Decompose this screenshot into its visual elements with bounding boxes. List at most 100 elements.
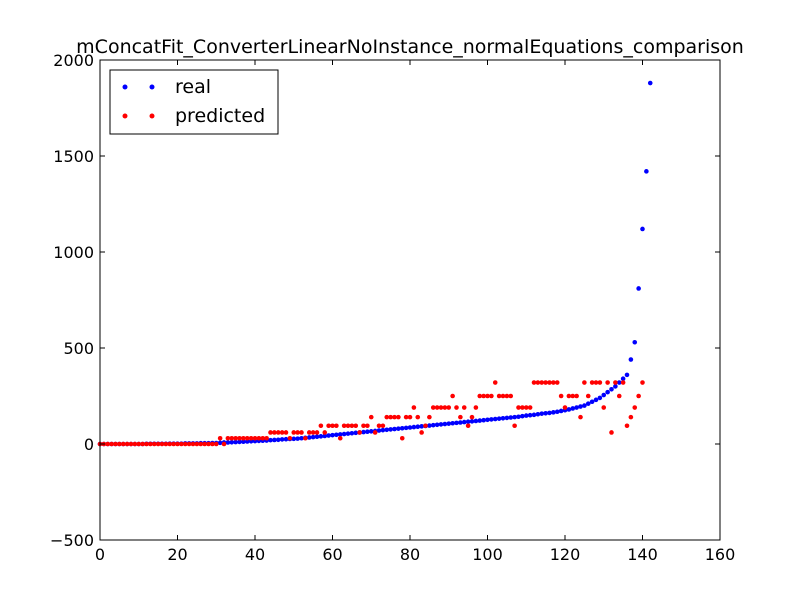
real-point: [593, 397, 599, 403]
predicted-point: [182, 441, 188, 447]
predicted-point: [496, 393, 502, 399]
real-point: [473, 418, 479, 424]
real-point: [551, 410, 556, 415]
predicted-point: [380, 423, 386, 429]
predicted-point: [539, 380, 545, 385]
y-tick-label: 0: [84, 435, 94, 454]
predicted-point: [368, 414, 374, 420]
real-point: [376, 428, 382, 433]
real-point: [411, 424, 417, 430]
predicted-point: [461, 405, 467, 410]
legend-marker-predicted-2: [149, 113, 155, 119]
real-point: [516, 414, 521, 420]
real-point: [384, 427, 390, 433]
real-point: [430, 422, 436, 428]
real-point: [392, 426, 397, 432]
real-point: [380, 427, 386, 433]
predicted-point: [547, 380, 552, 385]
x-tick-label: 140: [627, 545, 658, 564]
predicted-point: [485, 393, 490, 399]
predicted-point: [264, 435, 269, 441]
predicted-point: [578, 414, 583, 420]
predicted-point: [411, 405, 417, 410]
real-point: [272, 437, 277, 443]
predicted-point: [337, 435, 343, 441]
predicted-point: [430, 405, 436, 410]
real-point: [647, 80, 653, 86]
x-tick-label: 20: [167, 545, 187, 564]
predicted-point: [190, 441, 196, 447]
legend-marker-real-2: [149, 84, 155, 90]
predicted-point: [198, 441, 204, 447]
predicted-point: [636, 393, 641, 399]
predicted-point: [477, 393, 483, 399]
predicted-point: [616, 393, 622, 399]
y-tick-label: 1500: [53, 147, 94, 166]
predicted-point: [438, 405, 444, 410]
y-tick-label: 500: [63, 339, 94, 358]
x-tick-label: 80: [400, 545, 420, 564]
predicted-point: [237, 435, 242, 441]
series-predicted: [97, 380, 645, 447]
predicted-point: [376, 423, 382, 429]
real-point: [299, 435, 304, 441]
real-point: [582, 403, 587, 408]
real-point: [543, 410, 548, 416]
predicted-point: [330, 423, 335, 429]
predicted-point: [473, 405, 479, 410]
predicted-point: [415, 414, 421, 420]
predicted-point: [299, 430, 304, 435]
predicted-point: [535, 380, 541, 385]
predicted-point: [365, 423, 370, 429]
predicted-point: [256, 435, 262, 441]
real-point: [306, 435, 312, 440]
predicted-point: [357, 430, 362, 435]
predicted-point: [202, 441, 207, 447]
real-point: [520, 413, 525, 419]
real-point: [326, 433, 331, 438]
real-point: [465, 419, 471, 425]
predicted-point: [504, 393, 510, 399]
x-tick-label: 0: [95, 545, 105, 564]
real-point: [601, 392, 607, 398]
real-point: [461, 419, 467, 425]
predicted-point: [613, 380, 618, 385]
predicted-point: [632, 405, 638, 410]
predicted-point: [434, 405, 440, 410]
predicted-point: [589, 380, 595, 385]
real-point: [368, 429, 374, 434]
x-tick-label: 40: [245, 545, 265, 564]
predicted-point: [446, 405, 452, 410]
predicted-point: [318, 423, 324, 429]
predicted-point: [585, 393, 591, 399]
real-point: [310, 434, 316, 440]
predicted-point: [349, 423, 355, 429]
real-point: [279, 437, 285, 442]
predicted-point: [326, 423, 331, 429]
predicted-point: [582, 380, 587, 385]
predicted-point: [492, 380, 498, 385]
real-point: [454, 420, 459, 426]
real-point: [481, 417, 486, 423]
series-real: [97, 80, 653, 447]
real-point: [554, 409, 560, 415]
predicted-point: [403, 414, 409, 420]
real-point: [318, 434, 324, 439]
real-point: [268, 437, 273, 443]
real-point: [446, 421, 452, 426]
predicted-point: [291, 430, 297, 435]
predicted-point: [314, 430, 320, 435]
predicted-point: [124, 441, 130, 447]
predicted-point: [392, 414, 397, 420]
predicted-point: [155, 441, 161, 447]
real-point: [396, 426, 401, 431]
predicted-point: [419, 430, 424, 435]
predicted-point: [516, 405, 521, 410]
predicted-point: [171, 441, 176, 447]
real-point: [415, 424, 421, 430]
predicted-point: [295, 430, 300, 435]
predicted-point: [562, 405, 568, 410]
predicted-point: [531, 380, 537, 385]
predicted-point: [609, 430, 614, 435]
predicted-point: [167, 441, 173, 447]
